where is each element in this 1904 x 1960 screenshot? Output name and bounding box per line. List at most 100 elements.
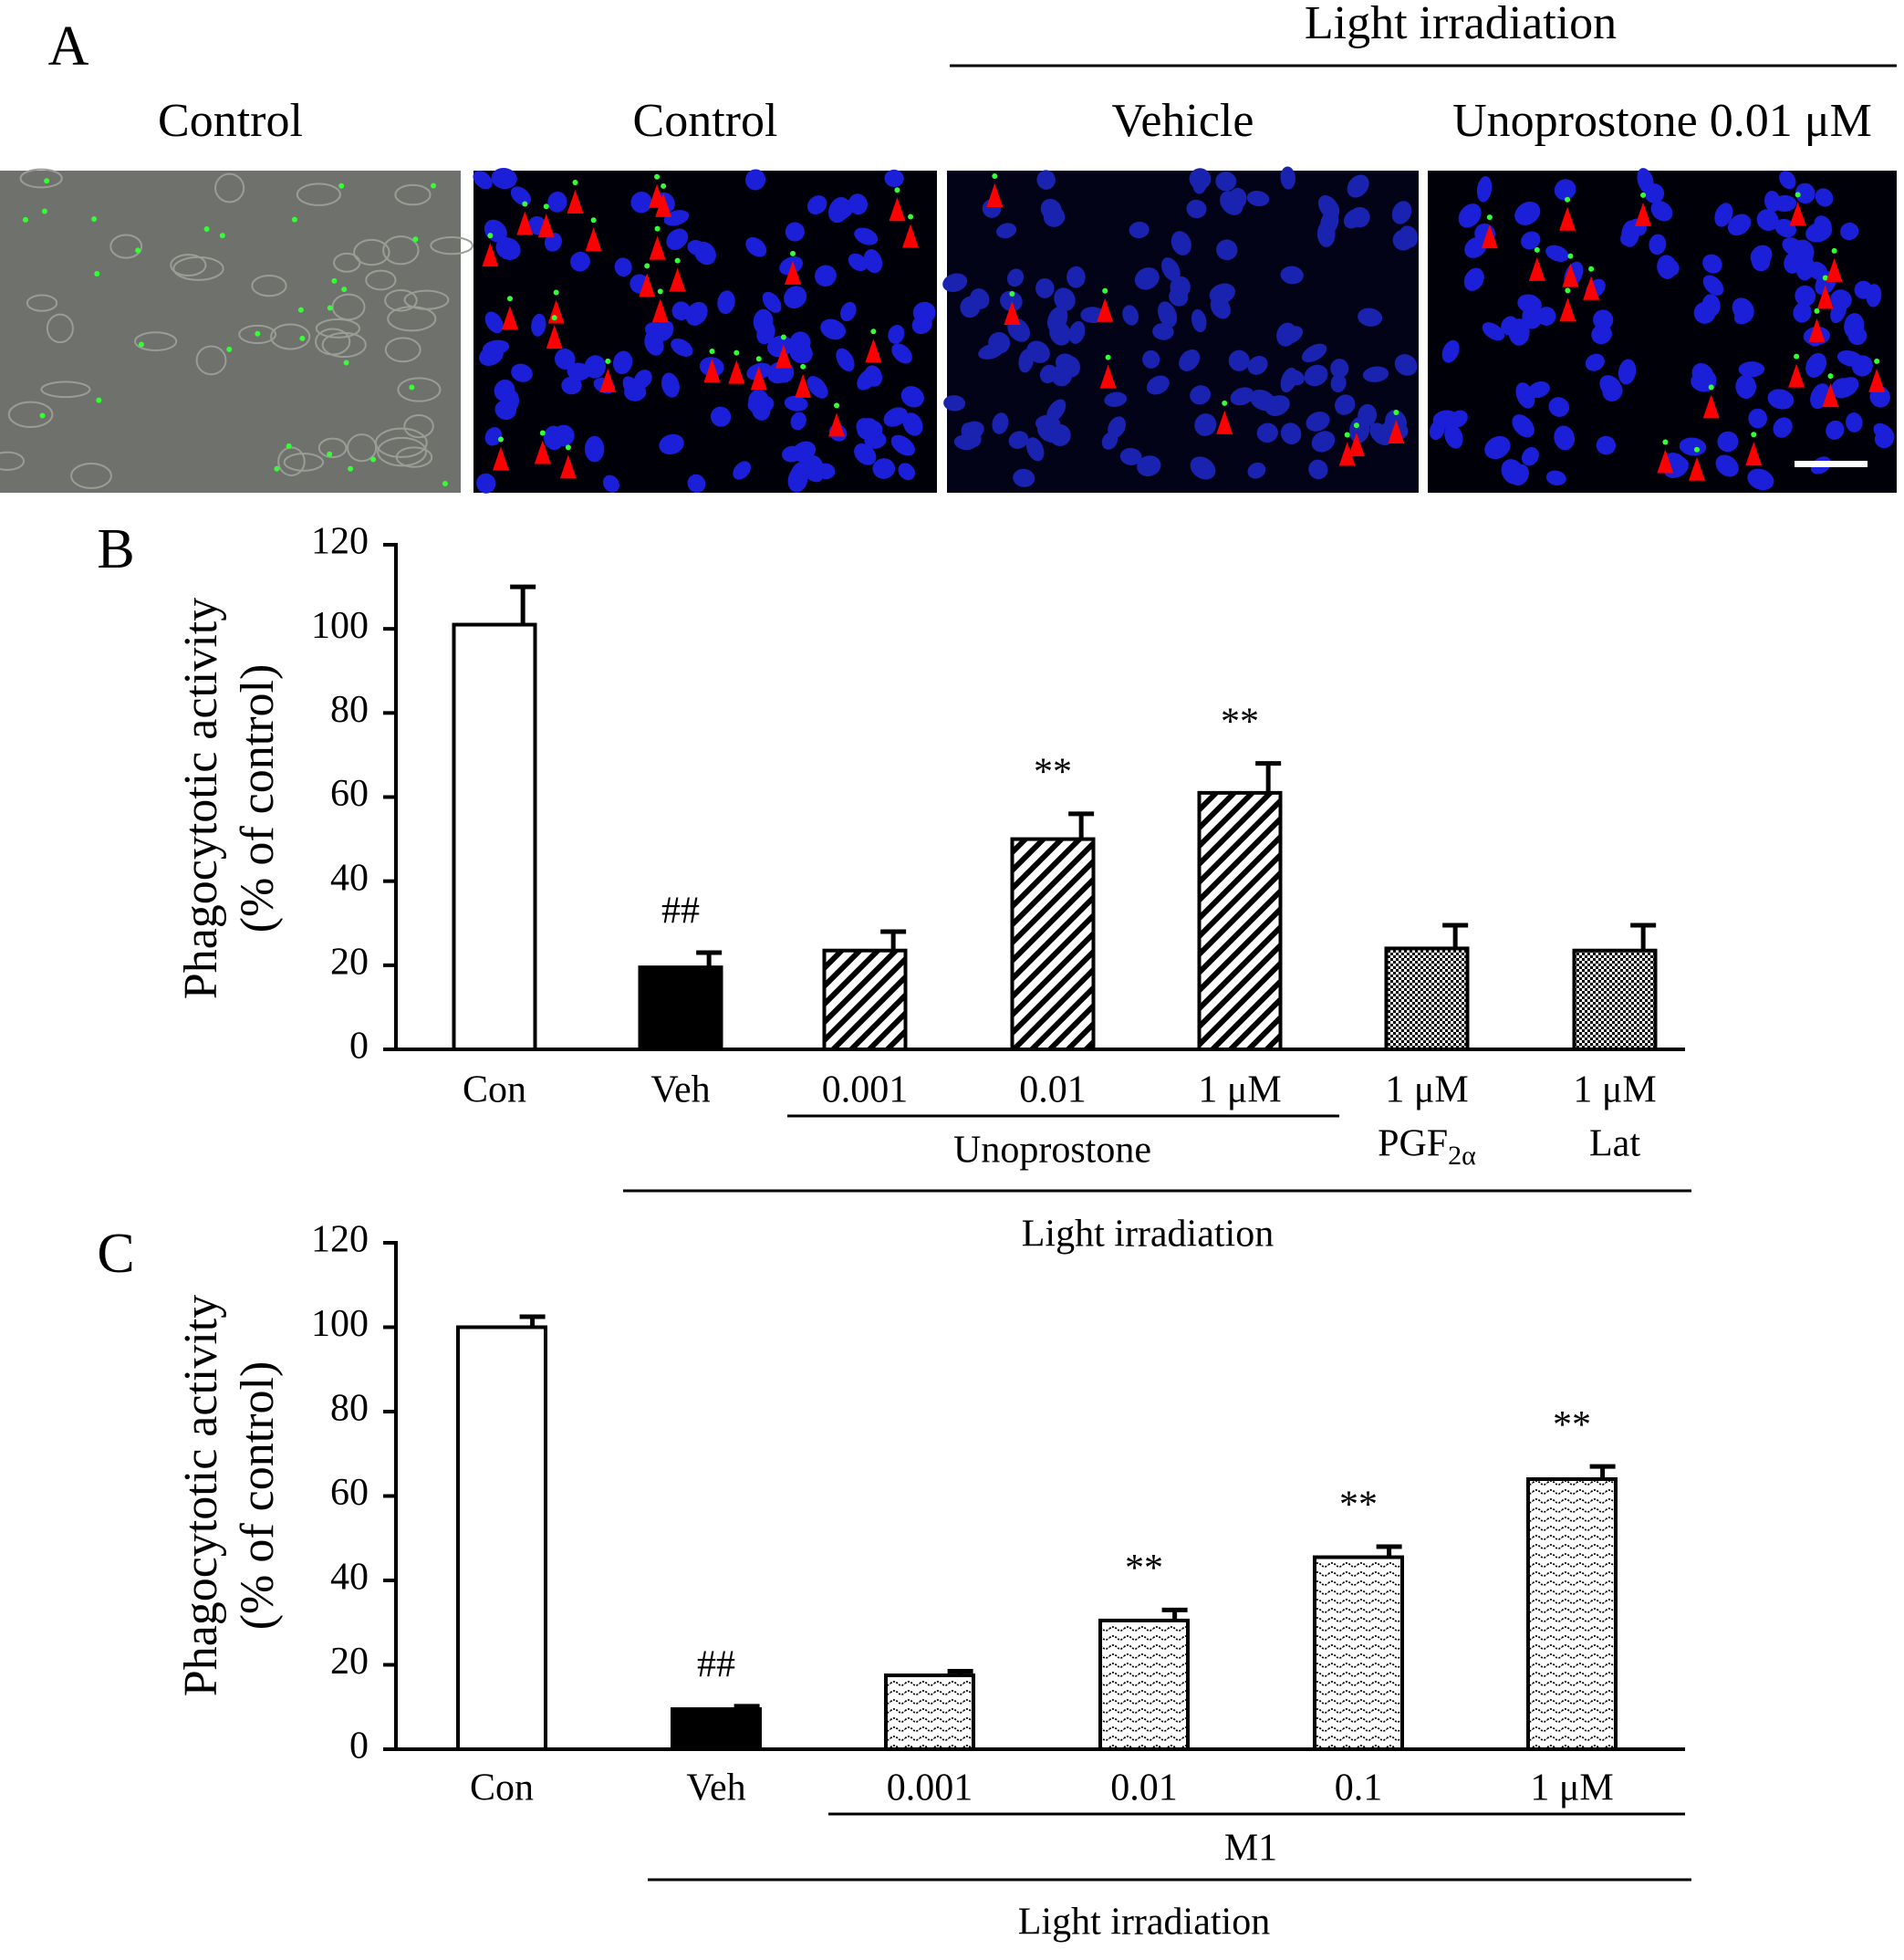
nucleus <box>1161 257 1181 282</box>
nucleus <box>1158 301 1178 328</box>
bar <box>1526 1477 1618 1751</box>
nucleus <box>864 431 887 449</box>
arrowhead <box>516 211 534 235</box>
arrowhead <box>649 235 666 260</box>
nucleus <box>476 473 496 494</box>
nucleus <box>848 253 868 272</box>
bead <box>255 330 261 337</box>
bead <box>219 233 225 239</box>
nucleus <box>1035 414 1061 433</box>
arrowhead <box>585 227 602 252</box>
y-axis-label: (% of control) <box>232 664 284 933</box>
arrowhead <box>1099 364 1117 389</box>
nucleus <box>790 412 806 431</box>
significance-label: ** <box>1221 701 1259 743</box>
bead <box>1353 422 1359 429</box>
cell <box>0 451 26 471</box>
nucleus <box>1545 245 1569 262</box>
image-title: Control <box>633 95 778 147</box>
nucleus <box>561 376 582 395</box>
nucleus <box>1330 359 1349 379</box>
nucleus <box>1444 423 1463 449</box>
nucleus <box>1482 322 1505 341</box>
nucleus <box>1247 356 1268 375</box>
bar <box>638 965 723 1051</box>
x-tick-label: Veh <box>650 1069 710 1111</box>
cell <box>7 401 54 429</box>
bead <box>870 328 877 335</box>
y-tick-label: 0 <box>349 1026 369 1068</box>
bead <box>94 271 100 277</box>
nucleus <box>863 249 883 274</box>
bead <box>553 289 559 296</box>
x-tick-label: 0.01 <box>1110 1767 1178 1809</box>
cell <box>238 324 277 345</box>
arrowhead <box>559 454 577 479</box>
nucleus <box>1316 220 1336 247</box>
arrowhead <box>865 339 882 363</box>
nucleus <box>1750 245 1773 267</box>
nucleus <box>1362 366 1389 382</box>
significance-label: ** <box>1553 1404 1591 1446</box>
bead <box>1814 308 1820 314</box>
group-label: Light irradiation <box>1305 0 1617 49</box>
nucleus <box>1748 408 1768 429</box>
nucleus <box>1000 290 1023 312</box>
nucleus <box>1194 413 1217 436</box>
nucleus <box>1591 324 1612 345</box>
cell <box>382 235 420 266</box>
bead <box>1344 432 1350 438</box>
bead <box>1588 266 1595 272</box>
arrowhead <box>889 197 906 222</box>
nucleus <box>484 311 504 334</box>
bead <box>1222 400 1228 406</box>
arrowhead <box>1559 297 1576 322</box>
cell <box>214 172 245 203</box>
cell <box>70 463 112 489</box>
nucleus <box>1773 194 1797 213</box>
bead <box>286 443 292 449</box>
bar <box>1197 790 1283 1051</box>
nucleus <box>1347 174 1369 198</box>
nucleus <box>806 195 827 215</box>
significance-label: ** <box>1125 1548 1163 1590</box>
bead <box>1662 439 1669 445</box>
nucleus <box>784 395 808 412</box>
nucleus <box>1137 455 1161 477</box>
panel-label: C <box>97 1223 134 1285</box>
nucleus <box>1013 468 1035 487</box>
x-tick-label: 1 μM <box>1385 1069 1468 1111</box>
arrowhead <box>1004 301 1021 326</box>
nucleus <box>633 370 652 389</box>
arrowhead <box>1347 433 1365 457</box>
bead <box>654 225 661 232</box>
cell <box>315 318 361 339</box>
nucleus <box>1522 303 1543 329</box>
nucleus <box>1536 307 1556 326</box>
nucleus <box>1738 361 1765 378</box>
y-axis-label: Phagocytotic activity <box>175 1295 227 1696</box>
nucleus <box>1846 412 1863 433</box>
nucleus <box>1795 182 1816 204</box>
bead <box>1794 353 1800 360</box>
bead <box>709 348 715 354</box>
nucleus <box>854 227 879 245</box>
x-tick-label: Veh <box>686 1767 745 1809</box>
nucleus <box>1108 416 1126 439</box>
arrowhead <box>728 360 745 384</box>
x-tick-label: 1 μM <box>1530 1767 1613 1809</box>
y-tick-label: 120 <box>311 1219 369 1261</box>
arrowhead <box>1688 456 1705 481</box>
x-tick-label: 0.001 <box>822 1069 909 1111</box>
nucleus <box>992 412 1009 434</box>
nucleus <box>1209 283 1235 304</box>
nucleus <box>491 168 517 190</box>
bead <box>1567 253 1574 259</box>
arrowhead <box>599 368 617 392</box>
nucleus <box>1747 468 1774 491</box>
cell <box>317 437 348 459</box>
bead <box>780 334 786 340</box>
nucleus <box>614 257 632 277</box>
bead <box>91 216 98 223</box>
image-title: Control <box>158 95 303 147</box>
